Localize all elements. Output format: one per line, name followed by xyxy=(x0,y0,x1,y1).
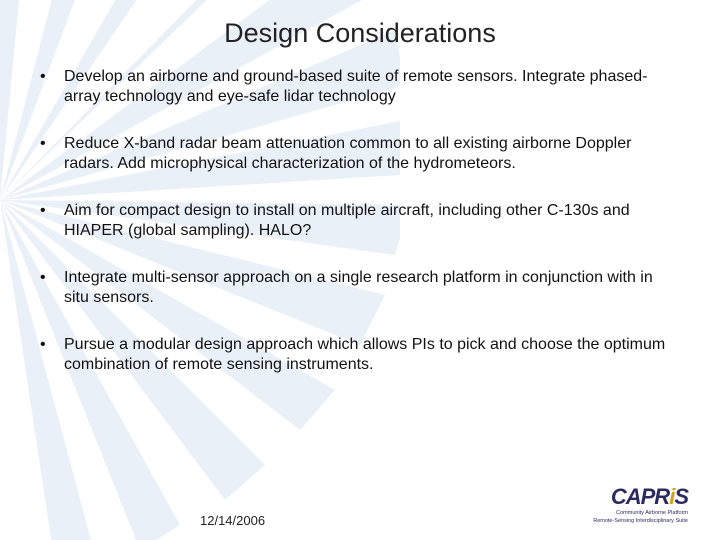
bullet-marker: • xyxy=(40,268,64,288)
bullet-item: • Integrate multi-sensor approach on a s… xyxy=(40,268,680,309)
bullet-list: • Develop an airborne and ground-based s… xyxy=(40,67,680,376)
bullet-text: Aim for compact design to install on mul… xyxy=(64,201,680,242)
bullet-item: • Aim for compact design to install on m… xyxy=(40,201,680,242)
bullet-marker: • xyxy=(40,201,64,221)
bullet-marker: • xyxy=(40,134,64,154)
bullet-item: • Pursue a modular design approach which… xyxy=(40,335,680,376)
slide-title: Design Considerations xyxy=(40,18,680,49)
slide: Design Considerations • Develop an airbo… xyxy=(0,0,720,540)
bullet-text: Pursue a modular design approach which a… xyxy=(64,335,680,376)
bullet-marker: • xyxy=(40,67,64,87)
bullet-text: Reduce X-band radar beam attenuation com… xyxy=(64,134,680,175)
bullet-item: • Develop an airborne and ground-based s… xyxy=(40,67,680,108)
bullet-marker: • xyxy=(40,335,64,355)
content-area: Design Considerations • Develop an airbo… xyxy=(0,0,720,540)
bullet-text: Integrate multi-sensor approach on a sin… xyxy=(64,268,680,309)
bullet-text: Develop an airborne and ground-based sui… xyxy=(64,67,680,108)
bullet-item: • Reduce X-band radar beam attenuation c… xyxy=(40,134,680,175)
